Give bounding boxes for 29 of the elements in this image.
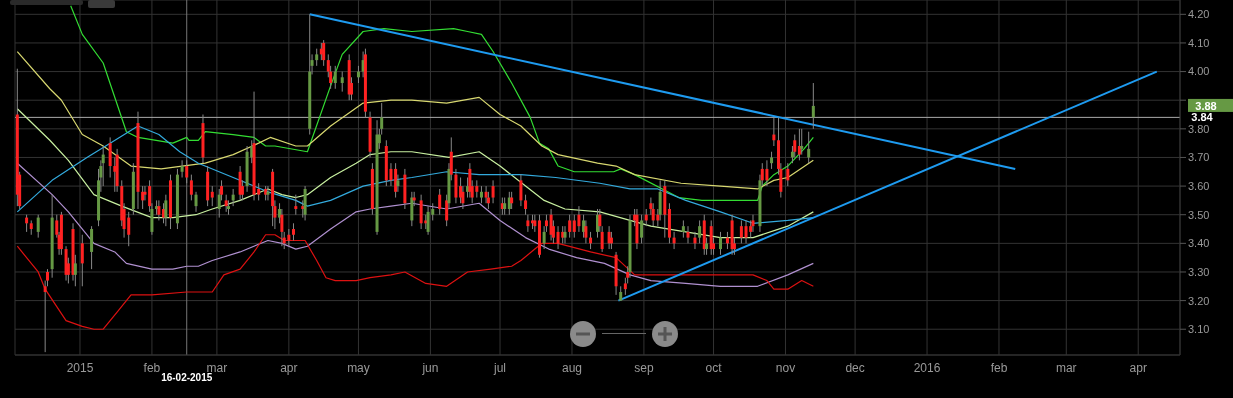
x-tick-label: nov: [775, 360, 796, 375]
x-tick-label: feb: [143, 360, 161, 375]
x-tick-label: jun: [421, 360, 439, 375]
text: 3.88: [1195, 99, 1217, 112]
x-tick-label: apr: [1129, 360, 1147, 375]
y-tick-label: 3.70: [1188, 151, 1210, 164]
y-tick-label: 4.20: [1188, 8, 1210, 21]
y-tick-label: 3.20: [1188, 294, 1210, 307]
ref-line-label: 16-02-2015: [161, 372, 213, 383]
x-tick-label: jul: [493, 360, 507, 375]
x-tick-label: mar: [1055, 360, 1077, 375]
y-tick-label: 3.30: [1188, 265, 1210, 278]
ref-line-label: 3.84: [1191, 111, 1214, 124]
x-tick-label: sep: [634, 360, 654, 375]
y-tick-label: 3.10: [1188, 323, 1210, 336]
y-tick-label: 3.60: [1188, 179, 1210, 192]
x-tick-label: feb: [990, 360, 1008, 375]
y-tick-label: 4.10: [1188, 36, 1210, 49]
y-tick-label: 3.50: [1188, 208, 1210, 221]
x-tick-label: aug: [561, 360, 582, 375]
y-tick-label: 4.00: [1188, 65, 1210, 78]
x-tick-label: 2015: [66, 360, 94, 375]
x-tick-label: 2016: [913, 360, 941, 375]
y-tick-label: 3.80: [1188, 122, 1210, 135]
x-tick-label: apr: [280, 360, 298, 375]
x-tick-label: dec: [845, 360, 865, 375]
y-tick-label: 3.40: [1188, 237, 1210, 250]
x-tick-label: oct: [705, 360, 723, 375]
x-tick-label: may: [347, 360, 370, 375]
